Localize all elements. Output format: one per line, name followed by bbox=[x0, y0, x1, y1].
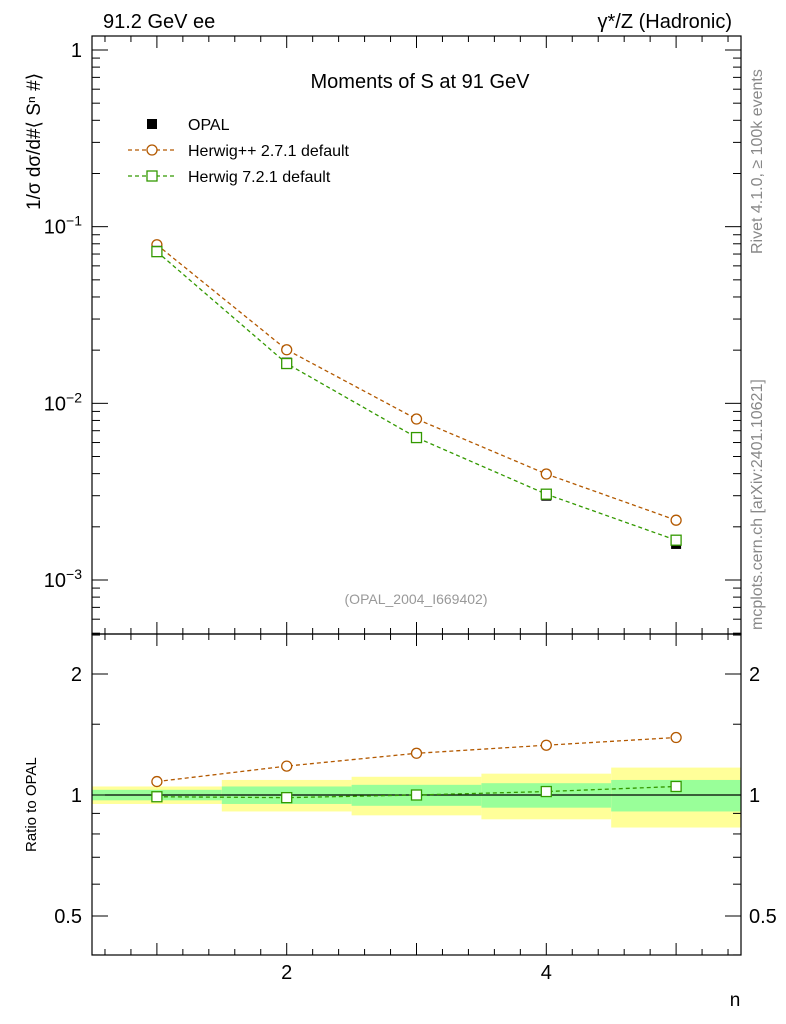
ratio-panel: 2 4 2 2 1 1 0.5 0.5 bbox=[54, 633, 777, 984]
y-tick-label: 1 bbox=[71, 40, 82, 62]
y-tick-label-right: 1 bbox=[749, 785, 760, 807]
legend-marker bbox=[146, 144, 158, 156]
data-point bbox=[151, 246, 163, 258]
header-right: γ*/Z (Hadronic) bbox=[598, 11, 732, 33]
ratio-point bbox=[410, 789, 423, 801]
series-line bbox=[156, 251, 677, 541]
y-tick-label: 10−1 bbox=[44, 213, 82, 239]
data-point bbox=[670, 534, 682, 546]
header-left: 91.2 GeV ee bbox=[103, 11, 215, 33]
data-point bbox=[410, 431, 423, 444]
y-tick-label: 0.5 bbox=[54, 906, 82, 928]
analysis-id: (OPAL_2004_I669402) bbox=[345, 591, 488, 607]
rivet-label: Rivet 4.1.0, ≥ 100k events bbox=[749, 69, 766, 254]
ratio-point bbox=[281, 760, 293, 772]
legend-label: Herwig 7.2.1 default bbox=[188, 169, 331, 186]
y-tick-label: 2 bbox=[71, 664, 82, 686]
y-tick-label-right: 0.5 bbox=[749, 906, 777, 928]
legend-label: Herwig++ 2.7.1 default bbox=[188, 143, 350, 160]
x-axis-label: n bbox=[730, 990, 741, 1011]
ratio-y-axis-label: Ratio to OPAL bbox=[23, 757, 40, 852]
main-series-markers bbox=[151, 239, 682, 549]
legend-marker bbox=[147, 119, 157, 129]
plot-title: Moments of S at 91 GeV bbox=[311, 71, 531, 93]
x-tick-label: 2 bbox=[281, 962, 292, 984]
data-point bbox=[281, 357, 293, 370]
ratio-point bbox=[151, 791, 163, 803]
ratio-point bbox=[281, 791, 293, 804]
y-tick-label-right: 2 bbox=[749, 664, 760, 686]
main-y-axis-label: 1/σ dσ/d#⟨ Sⁿ #⟩ bbox=[24, 73, 45, 210]
main-panel: 1 10−1 10−2 10−3 Moments of S at 91 GeV (OP… bbox=[44, 35, 742, 635]
ratio-point bbox=[151, 775, 163, 788]
x-tick-label: 4 bbox=[541, 962, 552, 984]
ratio-point bbox=[540, 785, 552, 798]
legend-marker bbox=[146, 170, 158, 182]
y-tick-label: 10−3 bbox=[44, 566, 82, 592]
data-point bbox=[540, 488, 552, 500]
main-axes: 1 10−1 10−2 10−3 bbox=[44, 35, 742, 635]
mcplots-label: mcplots.cern.ch [arXiv:2401.10621] bbox=[749, 379, 766, 630]
ratio-point bbox=[410, 747, 423, 759]
ratio-axes: 2 4 2 2 1 1 0.5 0.5 bbox=[54, 633, 777, 984]
ratio-series-markers bbox=[151, 731, 682, 804]
series-line bbox=[156, 244, 677, 521]
ratio-point bbox=[670, 780, 682, 793]
ratio-point bbox=[540, 739, 552, 751]
data-point bbox=[670, 514, 682, 526]
main-series-lines bbox=[156, 244, 677, 541]
ratio-point bbox=[670, 731, 682, 744]
data-point bbox=[540, 468, 552, 480]
data-point bbox=[410, 413, 423, 425]
y-tick-label: 1 bbox=[71, 785, 82, 807]
y-tick-label: 10−2 bbox=[44, 389, 82, 415]
legend-label: OPAL bbox=[188, 117, 230, 134]
data-point bbox=[281, 344, 293, 356]
legend: OPAL Herwig++ 2.7.1 default Herwig 7.2.1 d… bbox=[128, 117, 350, 186]
